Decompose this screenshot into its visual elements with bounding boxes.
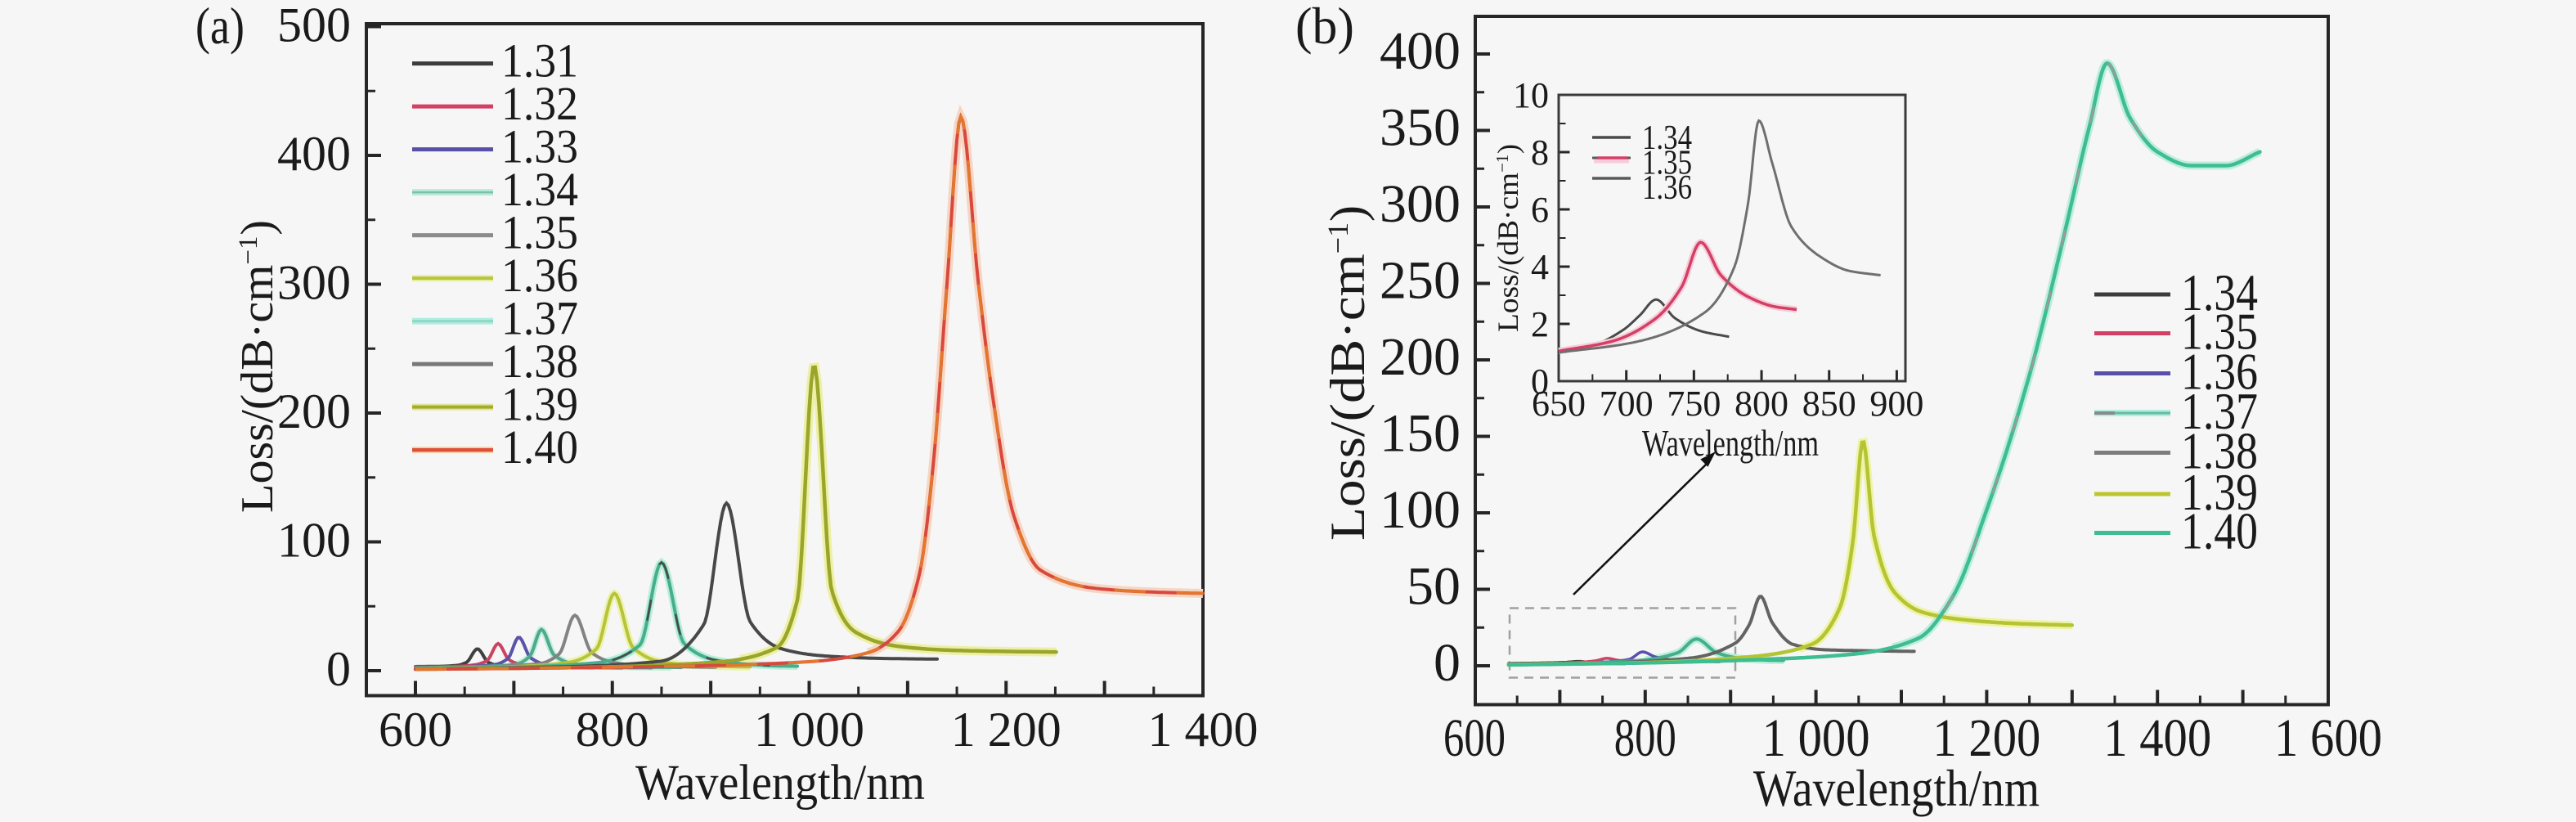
svg-text:900: 900 xyxy=(1869,384,1923,424)
svg-text:): ) xyxy=(1492,144,1524,154)
svg-text:(b): (b) xyxy=(1295,0,1354,55)
svg-text:): ) xyxy=(232,220,283,236)
svg-text:1.40: 1.40 xyxy=(2181,503,2258,560)
svg-text:600: 600 xyxy=(1443,708,1506,768)
svg-text:150: 150 xyxy=(1380,404,1461,464)
svg-text:850: 850 xyxy=(1802,384,1856,424)
svg-text:500: 500 xyxy=(277,0,351,52)
svg-text:1.33: 1.33 xyxy=(501,120,578,173)
svg-text:6: 6 xyxy=(1531,190,1549,230)
svg-text:1.36: 1.36 xyxy=(501,249,578,302)
svg-text:1.40: 1.40 xyxy=(501,420,578,474)
svg-text:50: 50 xyxy=(1407,557,1461,617)
svg-text:700: 700 xyxy=(1600,384,1654,424)
svg-text:1 600: 1 600 xyxy=(2274,708,2382,768)
svg-text:1.35: 1.35 xyxy=(1642,145,1692,182)
svg-text:−1: −1 xyxy=(1322,222,1354,254)
svg-text:750: 750 xyxy=(1667,384,1721,424)
svg-text:800: 800 xyxy=(1614,708,1676,768)
svg-text:1 200: 1 200 xyxy=(951,703,1061,757)
svg-text:1.34: 1.34 xyxy=(2181,264,2258,321)
svg-text:0: 0 xyxy=(1531,362,1549,402)
svg-text:0: 0 xyxy=(326,642,351,696)
svg-text:350: 350 xyxy=(1380,98,1461,158)
svg-text:1 400: 1 400 xyxy=(2103,708,2211,768)
svg-text:1.37: 1.37 xyxy=(2181,383,2258,440)
svg-text:(a): (a) xyxy=(195,0,245,55)
svg-text:Loss/(dB·cm: Loss/(dB·cm xyxy=(232,265,283,513)
svg-text:1.39: 1.39 xyxy=(2181,464,2258,521)
svg-text:4: 4 xyxy=(1531,247,1549,287)
svg-text:1.38: 1.38 xyxy=(2181,423,2258,480)
svg-text:Loss/(dB·cm: Loss/(dB·cm xyxy=(1321,254,1375,541)
svg-text:1.38: 1.38 xyxy=(501,335,578,388)
svg-text:Loss/(dB·cm: Loss/(dB·cm xyxy=(1492,173,1524,332)
svg-text:1.35: 1.35 xyxy=(2181,303,2258,361)
svg-text:1.35: 1.35 xyxy=(501,206,578,259)
svg-text:250: 250 xyxy=(1380,251,1461,311)
svg-text:800: 800 xyxy=(1735,384,1788,424)
svg-text:1.36: 1.36 xyxy=(2181,344,2258,401)
svg-text:Wavelength/nm: Wavelength/nm xyxy=(1642,423,1819,464)
svg-text:1.36: 1.36 xyxy=(1642,169,1692,207)
svg-text:100: 100 xyxy=(1380,480,1461,540)
svg-text:400: 400 xyxy=(1380,21,1461,81)
svg-text:8: 8 xyxy=(1531,133,1549,173)
svg-text:10: 10 xyxy=(1513,75,1549,115)
svg-text:1 400: 1 400 xyxy=(1148,703,1259,757)
svg-text:1.31: 1.31 xyxy=(501,34,578,88)
svg-text:200: 200 xyxy=(1380,327,1461,387)
svg-text:1.34: 1.34 xyxy=(501,163,578,216)
svg-text:200: 200 xyxy=(277,384,351,438)
svg-text:2: 2 xyxy=(1531,304,1549,344)
svg-text:600: 600 xyxy=(379,703,452,757)
svg-text:300: 300 xyxy=(1380,174,1461,234)
svg-text:1.32: 1.32 xyxy=(501,77,578,130)
svg-text:1 000: 1 000 xyxy=(754,703,864,757)
svg-text:1.34: 1.34 xyxy=(1642,119,1692,157)
svg-text:400: 400 xyxy=(277,127,351,181)
svg-text:650: 650 xyxy=(1532,384,1586,424)
svg-text:1.39: 1.39 xyxy=(501,378,578,431)
svg-text:−1: −1 xyxy=(1492,155,1512,173)
svg-text:1.37: 1.37 xyxy=(501,292,578,345)
svg-text:0: 0 xyxy=(1434,633,1461,693)
svg-text:Wavelength/nm: Wavelength/nm xyxy=(1753,759,2040,817)
svg-text:−1: −1 xyxy=(234,236,263,264)
svg-text:300: 300 xyxy=(277,256,351,310)
svg-text:1 000: 1 000 xyxy=(1762,708,1870,768)
svg-text:1 200: 1 200 xyxy=(1932,708,2040,768)
svg-text:100: 100 xyxy=(277,514,351,568)
svg-text:800: 800 xyxy=(576,703,649,757)
svg-text:Wavelength/nm: Wavelength/nm xyxy=(635,756,925,811)
svg-text:): ) xyxy=(1321,205,1375,222)
